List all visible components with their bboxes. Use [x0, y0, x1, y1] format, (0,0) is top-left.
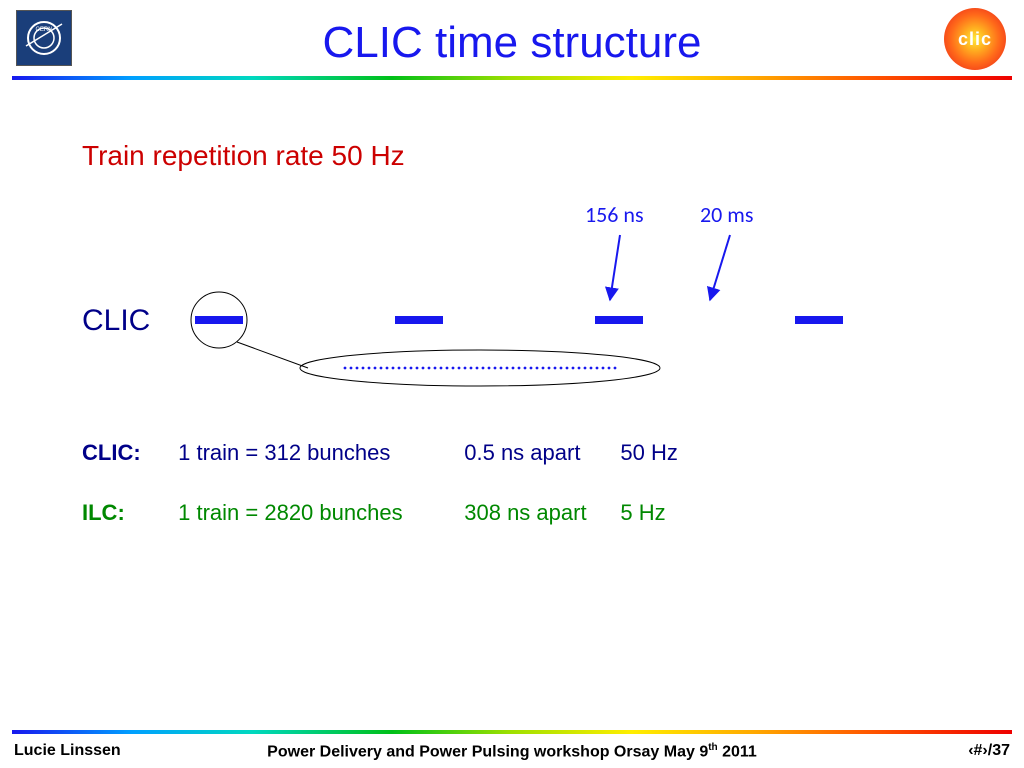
slide-title: CLIC time structure: [0, 18, 1024, 68]
ilc-info-label: ILC:: [82, 500, 172, 526]
footer-event-sup: th: [708, 742, 717, 753]
ilc-info-bunches: 1 train = 2820 bunches: [178, 500, 458, 526]
divider-bottom: [12, 730, 1012, 734]
clic-info-line: CLIC: 1 train = 312 bunches 0.5 ns apart…: [82, 440, 678, 466]
footer-event-post: 2011: [718, 743, 757, 760]
divider-top: [12, 76, 1012, 80]
ilc-info-spacing: 308 ns apart: [464, 500, 614, 526]
timing-diagram: 156 ns 20 ms: [80, 200, 940, 410]
clic-info-spacing: 0.5 ns apart: [464, 440, 614, 466]
ilc-info-line: ILC: 1 train = 2820 bunches 308 ns apart…: [82, 500, 666, 526]
subtitle: Train repetition rate 50 Hz: [82, 140, 405, 172]
footer: Lucie Linssen Power Delivery and Power P…: [14, 742, 1010, 760]
clic-info-label: CLIC:: [82, 440, 172, 466]
slide: CERN clic CLIC time structure Train repe…: [0, 0, 1024, 768]
ilc-info-rate: 5 Hz: [620, 500, 665, 526]
clic-info-rate: 50 Hz: [620, 440, 677, 466]
clic-info-bunches: 1 train = 312 bunches: [178, 440, 458, 466]
gap-time-label: 20 ms: [700, 201, 753, 228]
footer-event: Power Delivery and Power Pulsing worksho…: [14, 742, 1010, 761]
train-time-label: 156 ns: [585, 201, 644, 228]
footer-event-pre: Power Delivery and Power Pulsing worksho…: [267, 743, 708, 760]
